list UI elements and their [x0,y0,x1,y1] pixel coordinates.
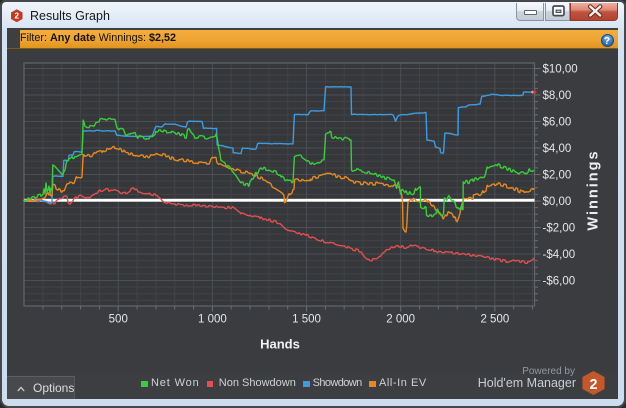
svg-text:2 500: 2 500 [480,314,509,326]
svg-text:$2,00: $2,00 [543,170,572,182]
svg-text:1 000: 1 000 [198,314,227,326]
svg-text:1 500: 1 500 [292,314,321,326]
svg-text:$0,00: $0,00 [543,196,572,208]
svg-text:$6,00: $6,00 [543,117,572,129]
svg-text:-$6,00: -$6,00 [543,276,576,288]
svg-text:$8,00: $8,00 [543,90,572,102]
svg-text:Hands: Hands [260,337,300,352]
svg-text:2 000: 2 000 [386,314,415,326]
svg-text:$10,00: $10,00 [543,64,578,76]
svg-text:-$2,00: -$2,00 [543,223,576,235]
svg-text:500: 500 [109,314,128,326]
svg-text:Winnings: Winnings [586,149,602,230]
svg-text:2: 2 [590,377,598,393]
svg-text:-$4,00: -$4,00 [543,249,576,261]
svg-text:$4,00: $4,00 [543,143,572,155]
svg-text:2: 2 [14,10,19,20]
